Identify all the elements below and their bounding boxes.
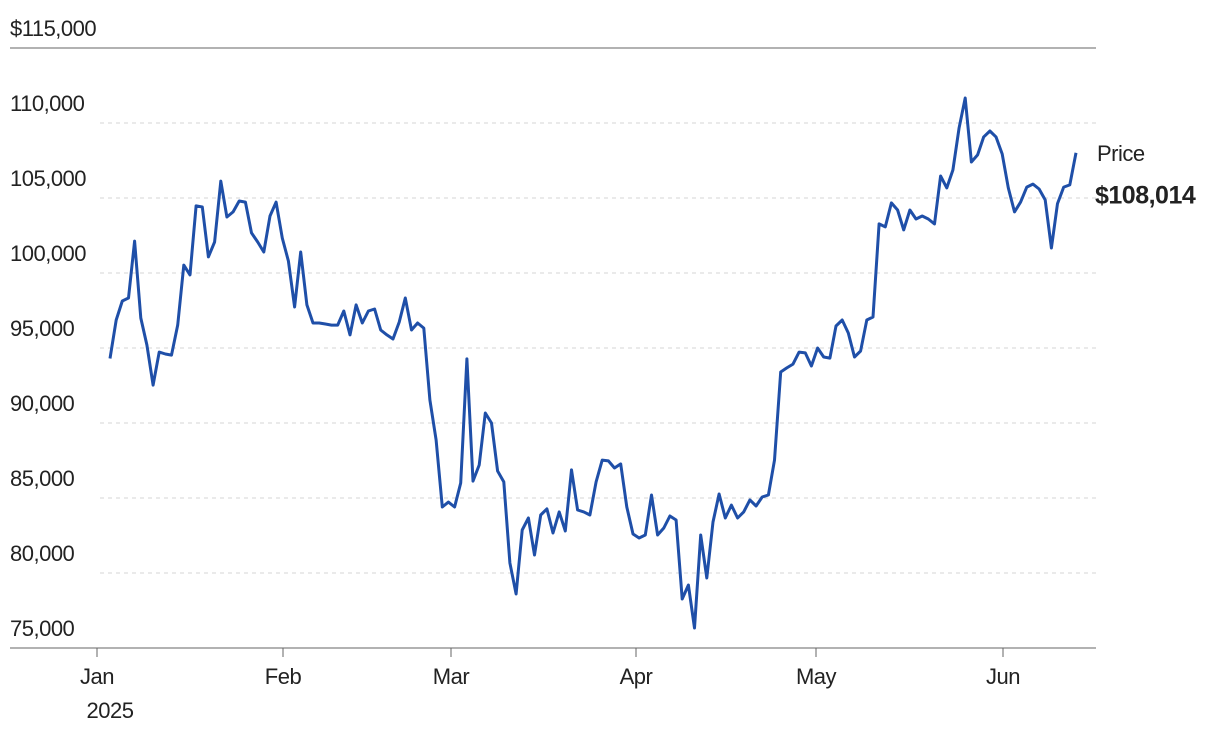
y-tick-label: 110,000 [10,91,85,116]
y-tick-label: 80,000 [10,541,75,566]
price-line [108,96,1078,630]
y-tick-label: 75,000 [10,616,75,641]
x-tick-label: Jan [80,664,114,689]
y-tick-label: 105,000 [10,166,86,191]
x-tick-label: Apr [620,664,653,689]
x-tick-label: Feb [265,664,302,689]
y-tick-label: 100,000 [10,241,86,266]
y-tick-label: 95,000 [10,316,75,341]
series-name: Price [1097,141,1145,166]
x-tick-label: Mar [433,664,470,689]
y-tick-label: 90,000 [10,391,75,416]
x-tick-label: Jun [986,664,1020,689]
x-year-label: 2025 [87,698,134,723]
y-tick-label: $115,000 [10,16,96,41]
x-tick-label: May [796,664,837,689]
end-label: $108,014 [1095,182,1196,210]
y-tick-label: 85,000 [10,466,75,491]
